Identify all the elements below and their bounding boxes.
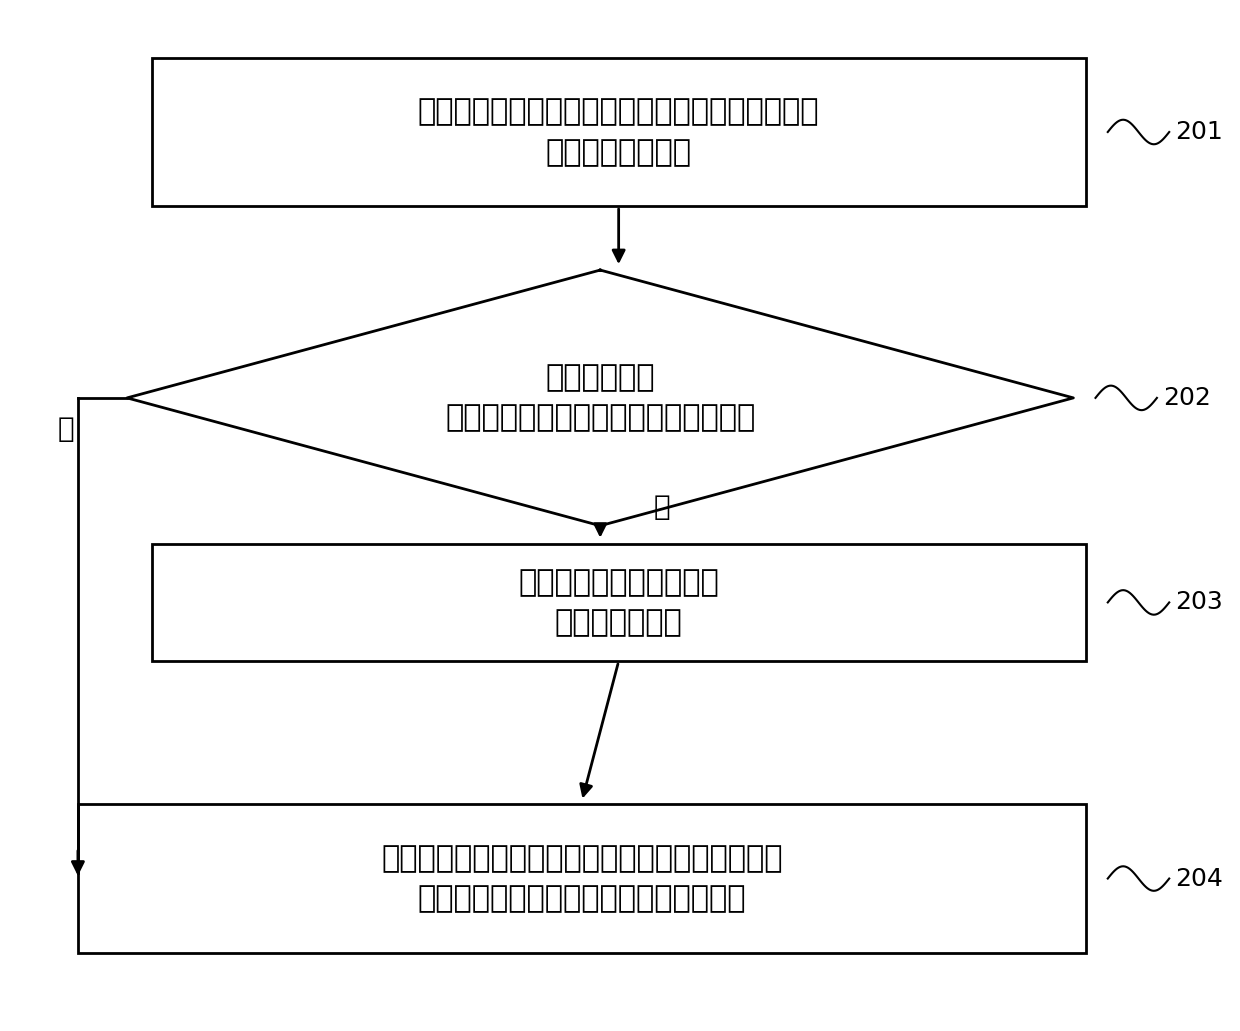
Text: 201: 201 bbox=[1176, 120, 1223, 144]
Text: 生成对应类型的流表模板
并发送给交换机: 生成对应类型的流表模板 并发送给交换机 bbox=[518, 568, 719, 637]
Bar bbox=[78, 804, 1086, 953]
Text: 204: 204 bbox=[1176, 866, 1223, 891]
Text: 根据预定时间内收到的流表申请消息，基于对应的
流表模板生成流表组消息并发送给交换机: 根据预定时间内收到的流表申请消息，基于对应的 流表模板生成流表组消息并发送给交换… bbox=[381, 843, 782, 913]
Bar bbox=[151, 543, 1086, 661]
Text: 203: 203 bbox=[1176, 591, 1223, 614]
Text: 流表申请消息
类型对应的流表模板已发送给交换机？: 流表申请消息 类型对应的流表模板已发送给交换机？ bbox=[445, 363, 755, 433]
Text: 否: 否 bbox=[653, 493, 670, 522]
Text: 控制器收到来自交换机的流表申请消息后，识别流
表申请消息的类型: 控制器收到来自交换机的流表申请消息后，识别流 表申请消息的类型 bbox=[418, 97, 820, 167]
Text: 202: 202 bbox=[1163, 386, 1211, 410]
Bar bbox=[151, 58, 1086, 206]
Text: 是: 是 bbox=[57, 414, 74, 442]
